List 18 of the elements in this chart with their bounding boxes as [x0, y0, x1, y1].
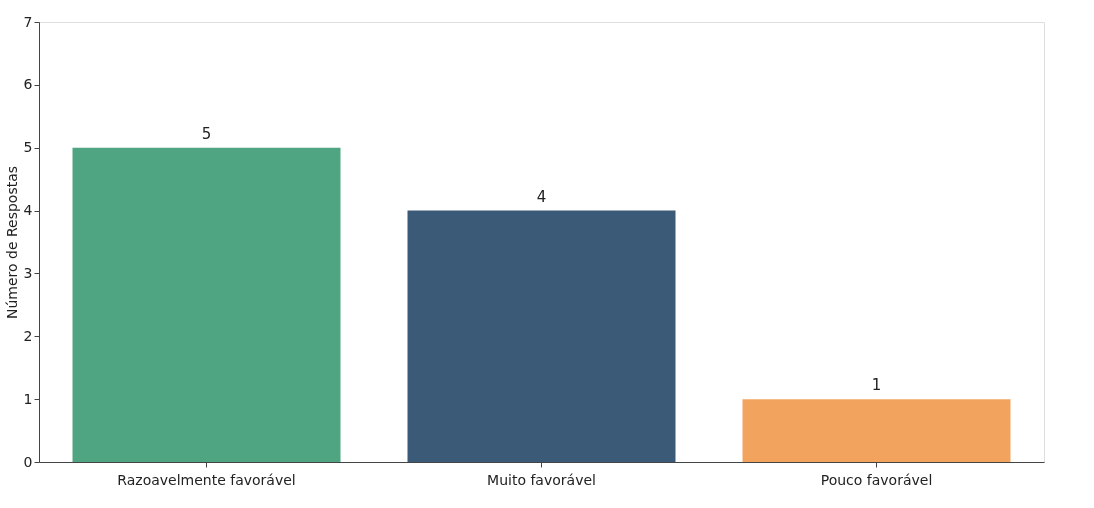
- data-label: 5: [201, 124, 212, 143]
- y-tick-label: 3: [23, 264, 33, 281]
- data-label: 4: [536, 187, 547, 206]
- x-tick-label: Razoavelmente favorável: [117, 471, 296, 488]
- y-tick-label: 7: [23, 13, 33, 30]
- x-tick-label: Pouco favorável: [820, 471, 933, 488]
- bar: [407, 210, 676, 462]
- y-tick-label: 6: [23, 76, 33, 93]
- data-label: 1: [871, 376, 882, 395]
- bar: [72, 147, 341, 462]
- y-axis-title: Número de Respostas: [3, 165, 20, 320]
- y-tick-label: 2: [23, 327, 33, 344]
- y-tick-label: 5: [23, 139, 33, 156]
- y-tick-label: 4: [23, 202, 33, 219]
- x-tick-label: Muito favorável: [487, 471, 596, 488]
- bar: [742, 399, 1011, 462]
- y-tick-label: 0: [23, 453, 33, 470]
- y-tick-label: 1: [23, 390, 33, 407]
